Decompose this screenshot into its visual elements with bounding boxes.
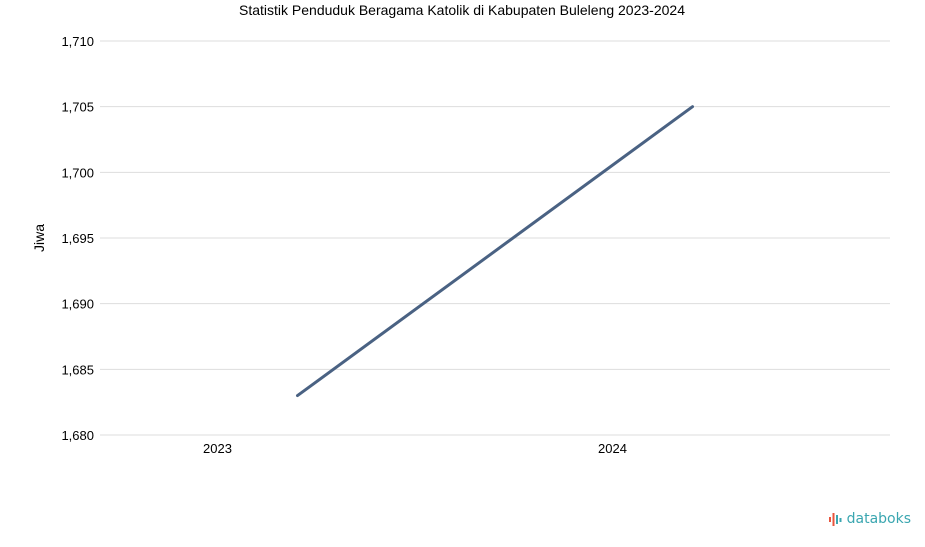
y-tick-label: 1,700	[61, 165, 94, 180]
brand-logo: databoks	[828, 511, 911, 527]
y-tick-label: 1,705	[61, 100, 94, 115]
series-line	[296, 105, 694, 398]
chart-title: Statistik Penduduk Beragama Katolik di K…	[239, 2, 685, 18]
gridlines	[100, 40, 890, 436]
y-tick-label: 1,690	[61, 297, 94, 312]
y-tick-label: 1,685	[61, 362, 94, 377]
y-axis-ticks: 1,680 1,685 1,690 1,695 1,700 1,705 1,710	[61, 34, 94, 443]
series-lines	[296, 105, 694, 398]
bar-wave-icon	[828, 513, 842, 526]
x-axis-ticks: 2023 2024	[203, 441, 627, 456]
y-tick-label: 1,710	[61, 34, 94, 49]
brand-text: databoks	[846, 511, 911, 527]
y-tick-label: 1,695	[61, 231, 94, 246]
x-tick-label: 2024	[598, 441, 627, 456]
y-tick-label: 1,680	[61, 428, 94, 443]
x-tick-label: 2023	[203, 441, 232, 456]
y-axis-label: Jiwa	[31, 224, 47, 252]
